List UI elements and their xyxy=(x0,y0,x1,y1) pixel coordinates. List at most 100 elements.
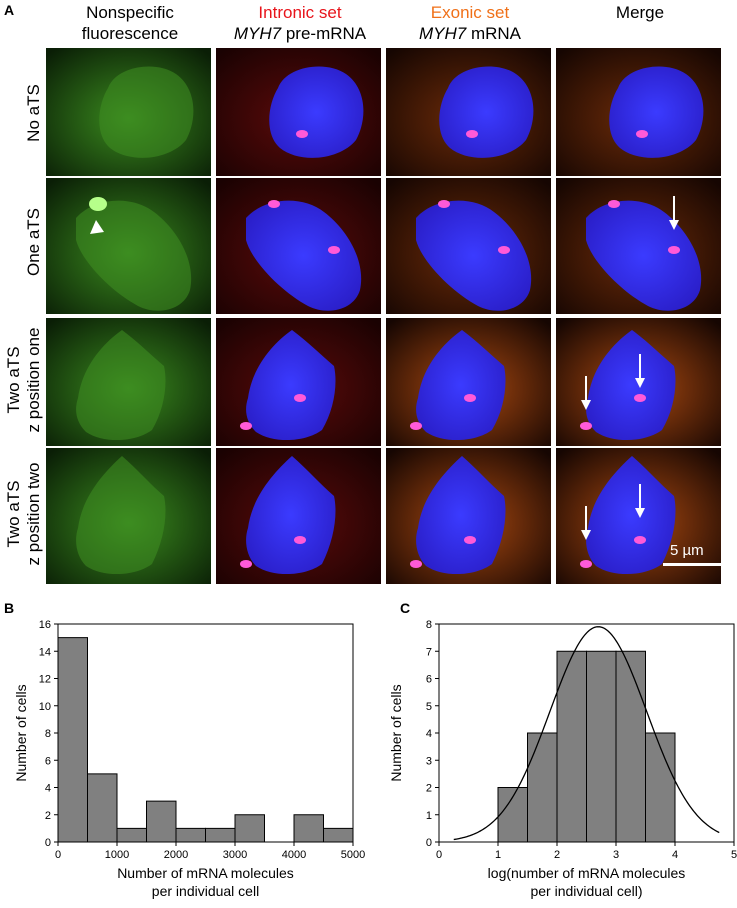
transcription-site xyxy=(294,536,306,544)
micrograph-canvas xyxy=(386,318,551,446)
transcription-site xyxy=(240,422,252,430)
micrograph-canvas xyxy=(46,318,211,446)
histogram-bar xyxy=(57,637,88,843)
histogram-bar xyxy=(175,827,206,843)
x-tick-label: 0 xyxy=(55,849,61,861)
nucleus xyxy=(586,456,676,575)
gene-name: MYH7 xyxy=(418,24,467,43)
column-header-line2: pre-mRNA xyxy=(281,24,367,43)
y-tick-label: 14 xyxy=(39,646,51,658)
micrograph-tile xyxy=(556,448,721,584)
column-header-line1: Exonic set xyxy=(430,3,510,22)
transcription-site xyxy=(268,200,280,208)
transcription-site xyxy=(410,422,422,430)
transcription-site xyxy=(580,422,592,430)
y-axis-title: Number of cells xyxy=(13,684,29,781)
transcription-site xyxy=(580,560,592,568)
column-header-nonspecific: Nonspecific fluorescence xyxy=(46,2,214,44)
micrograph-tile xyxy=(556,318,721,446)
y-tick-label: 12 xyxy=(39,674,51,686)
panel-b-letter: B xyxy=(4,600,15,616)
column-header-merge: Merge xyxy=(556,2,724,23)
micrograph-canvas xyxy=(216,48,381,176)
x-tick-label: 1 xyxy=(495,849,501,861)
row-label-line1: Two aTS xyxy=(4,346,23,414)
histogram-bar xyxy=(556,650,587,843)
nucleus xyxy=(586,330,676,441)
normal-fit-curve xyxy=(453,626,720,841)
column-header-line1: Nonspecific xyxy=(86,3,174,22)
micrograph-canvas xyxy=(46,48,211,176)
y-axis-title: Number of cells xyxy=(388,684,404,781)
micrograph-canvas xyxy=(386,48,551,176)
column-header-line2-wrap: MYH7 pre-mRNA xyxy=(216,23,384,44)
x-tick-label: 0 xyxy=(436,849,442,861)
y-tick-label: 6 xyxy=(426,674,432,686)
y-tick-label: 1 xyxy=(426,810,432,822)
histogram-bar xyxy=(234,814,265,843)
nucleus xyxy=(246,330,336,441)
histogram-bar xyxy=(586,650,617,843)
row-label-line2: z position two xyxy=(24,462,43,566)
column-header-line1: Merge xyxy=(615,3,665,22)
arrow-icon xyxy=(669,220,679,230)
micrograph-tile xyxy=(216,48,381,176)
transcription-site xyxy=(464,536,476,544)
micrograph-tile xyxy=(386,318,551,446)
nucleus xyxy=(416,330,506,441)
micrograph-canvas xyxy=(216,178,381,314)
column-header-line2: mRNA xyxy=(466,24,521,43)
transcription-site xyxy=(296,130,308,138)
nucleus xyxy=(609,66,704,158)
transcription-site xyxy=(634,536,646,544)
micrograph-canvas xyxy=(556,318,721,446)
histogram-bar xyxy=(323,827,354,843)
micrograph-canvas xyxy=(216,448,381,584)
transcription-site xyxy=(464,394,476,402)
y-tick-label: 0 xyxy=(426,837,432,849)
transcription-site xyxy=(410,560,422,568)
y-tick-label: 8 xyxy=(45,728,51,740)
x-tick-label: 2 xyxy=(554,849,560,861)
cell-autofluorescence xyxy=(76,456,166,575)
micrograph-tile xyxy=(556,178,721,314)
x-tick-label: 5000 xyxy=(341,849,365,861)
micrograph-canvas xyxy=(386,448,551,584)
histogram-bar xyxy=(116,827,147,843)
row-label-one-ats: One aTS xyxy=(24,182,44,302)
nucleus xyxy=(416,456,506,575)
x-axis-title: log(number of mRNA molecules xyxy=(488,865,686,881)
histogram-bar xyxy=(205,827,236,843)
transcription-site xyxy=(328,246,340,254)
x-axis-title-line2: per individual cell) xyxy=(530,883,642,899)
transcription-site xyxy=(668,246,680,254)
micrograph-tile xyxy=(386,178,551,314)
micrograph-canvas xyxy=(46,448,211,584)
micrograph-canvas xyxy=(46,178,211,314)
micrograph-tile xyxy=(46,448,211,584)
micrograph-canvas xyxy=(556,178,721,314)
transcription-site xyxy=(466,130,478,138)
bright-spot xyxy=(89,197,107,211)
transcription-site xyxy=(608,200,620,208)
x-tick-label: 3 xyxy=(613,849,619,861)
arrow-icon xyxy=(581,530,591,540)
micrograph-tile xyxy=(46,48,211,176)
row-label-line1: Two aTS xyxy=(4,480,23,548)
transcription-site xyxy=(498,246,510,254)
micrograph-canvas xyxy=(556,48,721,176)
cell-autofluorescence xyxy=(76,330,166,441)
nucleus xyxy=(246,456,336,575)
column-header-line1: Intronic set xyxy=(258,3,342,22)
scale-bar xyxy=(663,563,721,566)
transcription-site xyxy=(240,560,252,568)
histogram-b: 0 1000 2000 3000 4000 5000 0 2 4 6 8 10 12 14 16 Number… xyxy=(13,619,365,899)
transcription-site xyxy=(634,394,646,402)
column-header-line2: fluorescence xyxy=(81,24,179,43)
transcription-site xyxy=(438,200,450,208)
x-tick-label: 5 xyxy=(731,849,737,861)
histogram-c: 0 1 2 3 4 5 0 1 2 3 4 5 6 7 8 log(number of mRNA molecu… xyxy=(388,619,737,899)
x-tick-label: 4 xyxy=(672,849,678,861)
micrograph-tile xyxy=(216,178,381,314)
micrograph-canvas xyxy=(386,178,551,314)
